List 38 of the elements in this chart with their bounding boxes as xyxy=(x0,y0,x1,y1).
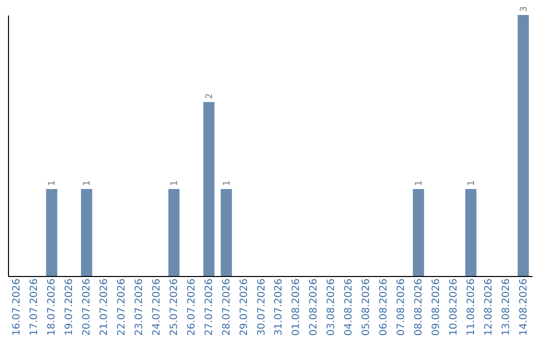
data-label: 1 xyxy=(82,180,93,186)
x-tick-label: 07.08.2026 xyxy=(396,278,407,336)
x-tick-label: 01.08.2026 xyxy=(291,278,302,336)
x-tick-label: 27.07.2026 xyxy=(204,278,215,336)
x-tick-label: 30.07.2026 xyxy=(256,278,268,336)
x-tick-label: 03.08.2026 xyxy=(326,278,338,336)
x-tick-label: 02.08.2026 xyxy=(308,278,320,336)
x-tick-label: 17.07.2026 xyxy=(29,278,40,336)
x-tick-label: 11.08.2026 xyxy=(466,278,477,336)
x-tick-label: 23.07.2026 xyxy=(134,278,145,336)
x-tick-label: 19.07.2026 xyxy=(64,278,76,336)
x-tick-label: 13.08.2026 xyxy=(500,278,512,336)
x-tick-label: 26.07.2026 xyxy=(186,278,198,336)
x-tick-label: 18.07.2026 xyxy=(46,278,58,336)
x-tick-label: 29.07.2026 xyxy=(238,278,250,336)
x-tick-label: 22.07.2026 xyxy=(116,278,128,336)
data-label: 1 xyxy=(222,180,232,186)
x-tick-label: 12.08.2026 xyxy=(483,278,494,336)
x-tick-label: 05.08.2026 xyxy=(361,278,372,336)
x-tick-label: 24.07.2026 xyxy=(151,278,162,336)
x-tick-label: 28.07.2026 xyxy=(221,278,232,336)
x-tick-label: 09.08.2026 xyxy=(430,278,442,336)
data-label: 1 xyxy=(466,180,477,186)
x-tick-label: 04.08.2026 xyxy=(344,278,355,336)
x-tick-label: 21.07.2026 xyxy=(99,278,110,336)
x-tick-label: 20.07.2026 xyxy=(82,278,93,336)
x-tick-label: 06.08.2026 xyxy=(378,278,390,336)
x-tick-label: 25.07.2026 xyxy=(168,278,180,336)
data-label: 1 xyxy=(414,180,424,186)
x-tick-label: 14.08.2026 xyxy=(518,278,530,336)
x-tick-label: 10.08.2026 xyxy=(448,278,460,336)
data-label: 2 xyxy=(204,93,215,99)
data-label: 1 xyxy=(170,180,180,186)
data-label: 3 xyxy=(519,6,530,12)
x-tick-label: 16.07.2026 xyxy=(12,278,23,336)
x-tick-label: 08.08.2026 xyxy=(413,278,424,336)
x-tick-label: 31.07.2026 xyxy=(274,278,285,336)
data-label: 1 xyxy=(48,180,58,186)
